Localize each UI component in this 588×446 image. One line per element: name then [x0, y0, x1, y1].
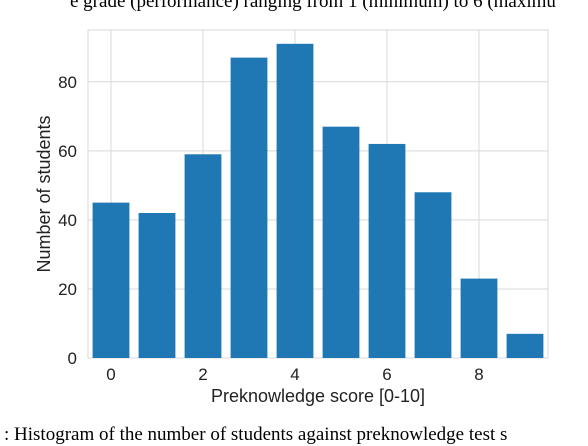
y-tick-label-20: 20 [58, 280, 77, 299]
bar-1 [138, 212, 176, 358]
x-tick-label-4: 4 [290, 365, 299, 384]
y-axis-label: Number of students [34, 115, 54, 272]
bar-3 [230, 57, 268, 358]
bar-5 [322, 126, 360, 359]
x-tick-labels: 0 2 4 6 8 [106, 365, 483, 384]
plot-frame [87, 29, 549, 359]
bar-4 [276, 43, 314, 359]
caption-bottom: : Histogram of the number of students ag… [4, 424, 508, 445]
x-tick-label-8: 8 [474, 365, 483, 384]
x-tick-label-6: 6 [382, 365, 391, 384]
bar-0 [92, 202, 130, 358]
y-tick-label-40: 40 [58, 211, 77, 230]
bars [92, 43, 544, 359]
y-tick-label-60: 60 [58, 142, 77, 161]
bar-8 [460, 278, 498, 358]
y-tick-labels: 0 20 40 60 80 [58, 73, 77, 368]
caption-top: e grade (performance) ranging from 1 (mi… [70, 0, 556, 12]
y-tick-label-80: 80 [58, 73, 77, 92]
bar-6 [368, 143, 406, 358]
x-tick-label-2: 2 [198, 365, 207, 384]
x-tick-label-0: 0 [106, 365, 115, 384]
bar-2 [184, 154, 222, 358]
bar-9 [506, 333, 544, 358]
x-axis-label: Preknowledge score [0-10] [211, 386, 425, 406]
bar-7 [414, 192, 452, 358]
y-tick-label-0: 0 [68, 349, 77, 368]
